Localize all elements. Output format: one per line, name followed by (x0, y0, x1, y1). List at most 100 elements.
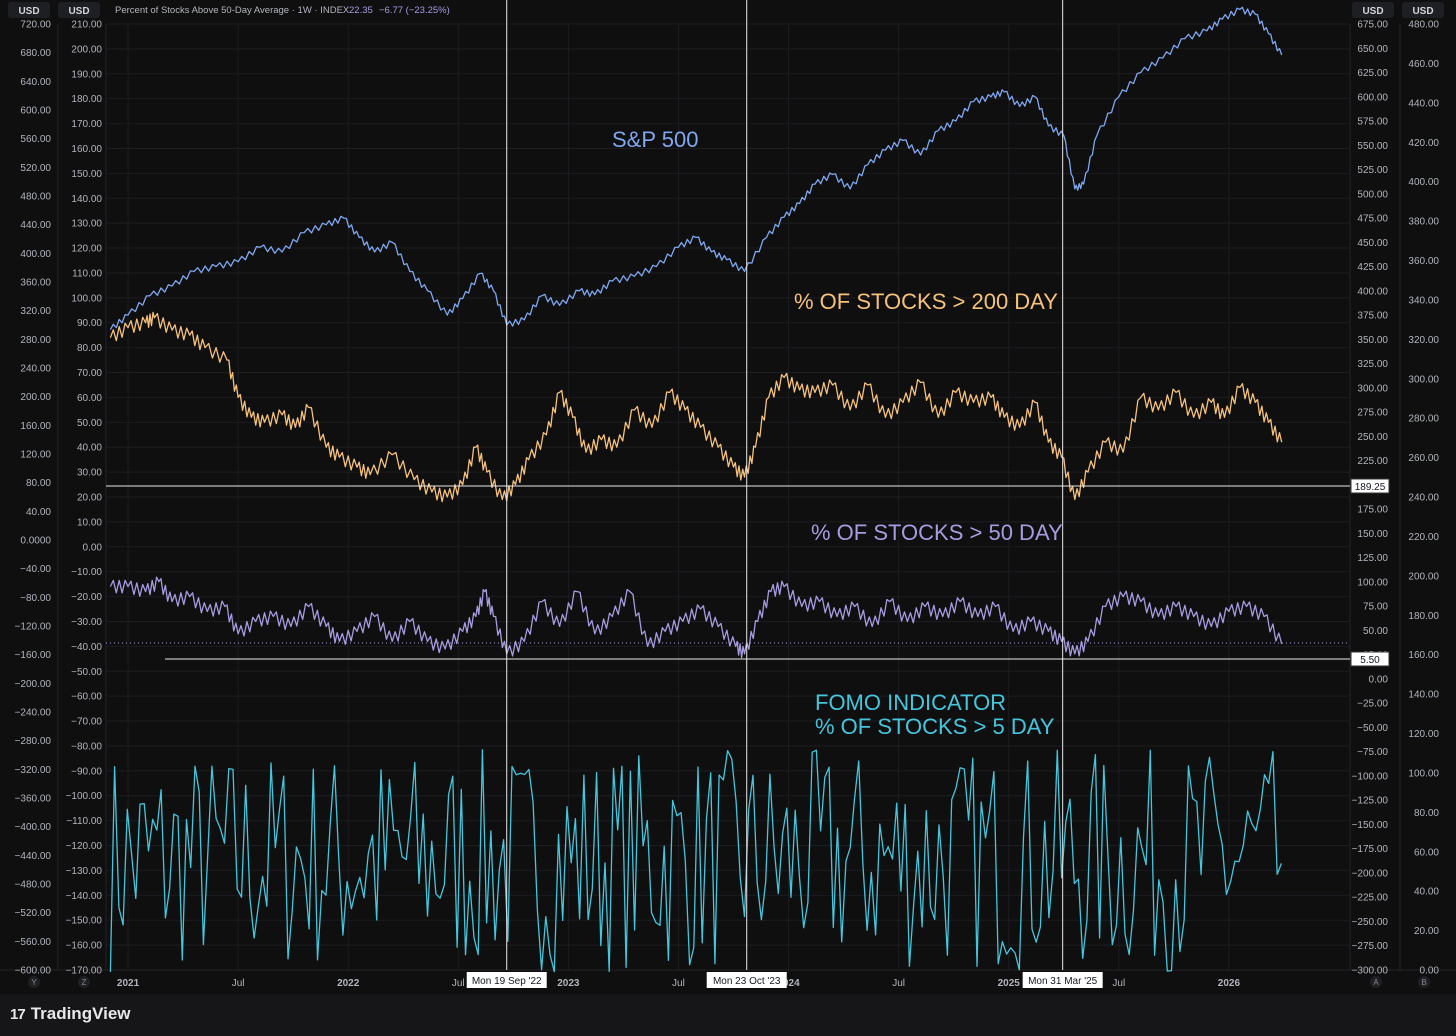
currency-tag-bg (1352, 2, 1394, 18)
x-tick-label: Jul (1112, 978, 1125, 989)
axis1-tick-label: 520.00 (20, 163, 51, 174)
axis2-tick-label: 60.00 (77, 393, 102, 404)
axis2-tick-label: 100.00 (71, 293, 102, 304)
annotation-fomo_line1: FOMO INDICATOR (815, 690, 1006, 715)
date-marker-bg (706, 972, 787, 988)
axis1-tick-label: 560.00 (20, 134, 51, 145)
axis4-tick-label: 160.00 (1408, 650, 1439, 661)
axis4-tick-label: 300.00 (1408, 374, 1439, 385)
axis3-tick-label: −75.00 (1357, 747, 1388, 758)
level-tag: 5.50 (1360, 655, 1380, 666)
axis2-tick-label: 200.00 (71, 44, 102, 55)
axis4-tick-label: 80.00 (1414, 808, 1439, 819)
axis1-tick-label: −360.00 (15, 794, 52, 805)
axis3-tick-label: 50.00 (1363, 626, 1388, 637)
axis3-tick-label: −175.00 (1352, 844, 1389, 855)
axis2-tick-label: 190.00 (71, 69, 102, 80)
price-axes[interactable]: −600.00 −560.00 −520.00 −480.00 −440.00 −400.… (0, 2, 1456, 989)
axis4-tick-label: 60.00 (1414, 847, 1439, 858)
axis2-tick-label: −50.00 (71, 667, 102, 678)
axis3-tick-label: −50.00 (1357, 723, 1388, 734)
axis2-tick-label: 210.00 (71, 20, 102, 31)
plot-series (109, 6, 1283, 973)
axis3-tick-label: 75.00 (1363, 602, 1388, 613)
legend-change: −6.77 (−23.25%) (379, 5, 450, 16)
axis2-tick-label: −70.00 (71, 717, 102, 728)
corner-button-label: A (1373, 978, 1379, 987)
currency-tag-bg (58, 2, 100, 18)
series-line-pct200 (109, 311, 1283, 503)
axis3-tick-label: 575.00 (1357, 117, 1388, 128)
axis4-tick-label: 220.00 (1408, 532, 1439, 543)
currency-tag: USD (18, 6, 39, 17)
axis2-tick-label: −160.00 (66, 941, 103, 952)
level-tag-bg (1350, 478, 1390, 494)
axis3-tick-label: 400.00 (1357, 286, 1388, 297)
axis3-tick-label: −25.00 (1357, 699, 1388, 710)
axis2-tick-label: 130.00 (71, 219, 102, 230)
axis2-tick-label: 20.00 (77, 493, 102, 504)
axis3-tick-label: 125.00 (1357, 553, 1388, 564)
axis3-tick-label: 475.00 (1357, 214, 1388, 225)
axis3-tick-label: 175.00 (1357, 505, 1388, 516)
axis3-tick-label: 675.00 (1357, 20, 1388, 31)
corner-button-label: Y (31, 978, 37, 987)
axis2-tick-label: 80.00 (77, 343, 102, 354)
axis1-tick-label: −240.00 (15, 708, 52, 719)
x-tick-label: 2023 (557, 978, 580, 989)
axis1-tick-label: −560.00 (15, 937, 52, 948)
axis3-tick-label: 500.00 (1357, 189, 1388, 200)
axis1-tick-label: −480.00 (15, 880, 52, 891)
axis3-tick-label: −250.00 (1352, 917, 1389, 928)
currency-tag: USD (68, 6, 89, 17)
axis2-tick-label: −10.00 (71, 567, 102, 578)
axis4-tick-label: 360.00 (1408, 256, 1439, 267)
axis1-tick-label: −280.00 (15, 736, 52, 747)
date-marker-bg (466, 972, 547, 988)
axis2-tick-label: 40.00 (77, 443, 102, 454)
corner-button-label: Z (82, 978, 87, 987)
axis3-tick-label: 425.00 (1357, 262, 1388, 273)
axis1-tick-label: 680.00 (20, 48, 51, 59)
corner-button (1418, 976, 1430, 988)
axis1-tick-label: −320.00 (15, 765, 52, 776)
axis4-tick-label: 340.00 (1408, 295, 1439, 306)
axis4-tick-label: 180.00 (1408, 611, 1439, 622)
axis4-tick-label: 200.00 (1408, 571, 1439, 582)
axis3-tick-label: 450.00 (1357, 238, 1388, 249)
brand-name: TradingView (30, 1004, 131, 1023)
x-tick-label: Jul (672, 978, 685, 989)
axis3-tick-label: 350.00 (1357, 335, 1388, 346)
axis3-tick-label: −200.00 (1352, 868, 1389, 879)
axis3-tick-label: 600.00 (1357, 92, 1388, 103)
axis4-tick-label: 20.00 (1414, 926, 1439, 937)
axis1-tick-label: −160.00 (15, 650, 52, 661)
axis2-tick-label: −150.00 (66, 916, 103, 927)
date-marker-bg (1022, 972, 1103, 988)
axis4-tick-label: 140.00 (1408, 690, 1439, 701)
tradingview-logo-icon: 17 (10, 1005, 26, 1023)
axis2-tick-label: −170.00 (66, 966, 103, 977)
legend-last-value: 22.35 (349, 5, 373, 16)
axis1-tick-label: 440.00 (20, 220, 51, 231)
axis2-tick-label: −100.00 (66, 791, 103, 802)
axis3-tick-label: 150.00 (1357, 529, 1388, 540)
level-tag-bg (1350, 651, 1390, 667)
tradingview-brand[interactable]: 17 TradingView (10, 1004, 131, 1024)
axis3-tick-label: −150.00 (1352, 820, 1389, 831)
corner-button-label: B (1421, 978, 1426, 987)
axis3-tick-label: 525.00 (1357, 165, 1388, 176)
x-tick-label: 2024 (777, 978, 800, 989)
axis2-tick-label: −60.00 (71, 692, 102, 703)
axis3-tick-label: 325.00 (1357, 359, 1388, 370)
date-marker-label: Mon 31 Mar '25 (1028, 976, 1098, 987)
legend-title: Percent of Stocks Above 50-Day Average ·… (115, 5, 350, 16)
axis2-tick-label: −140.00 (66, 891, 103, 902)
annotation-pct200: % OF STOCKS > 200 DAY (794, 289, 1058, 314)
axis1-tick-label: 40.00 (26, 507, 51, 518)
x-tick-label: 2026 (1218, 978, 1241, 989)
axis1-tick-label: 80.00 (26, 478, 51, 489)
